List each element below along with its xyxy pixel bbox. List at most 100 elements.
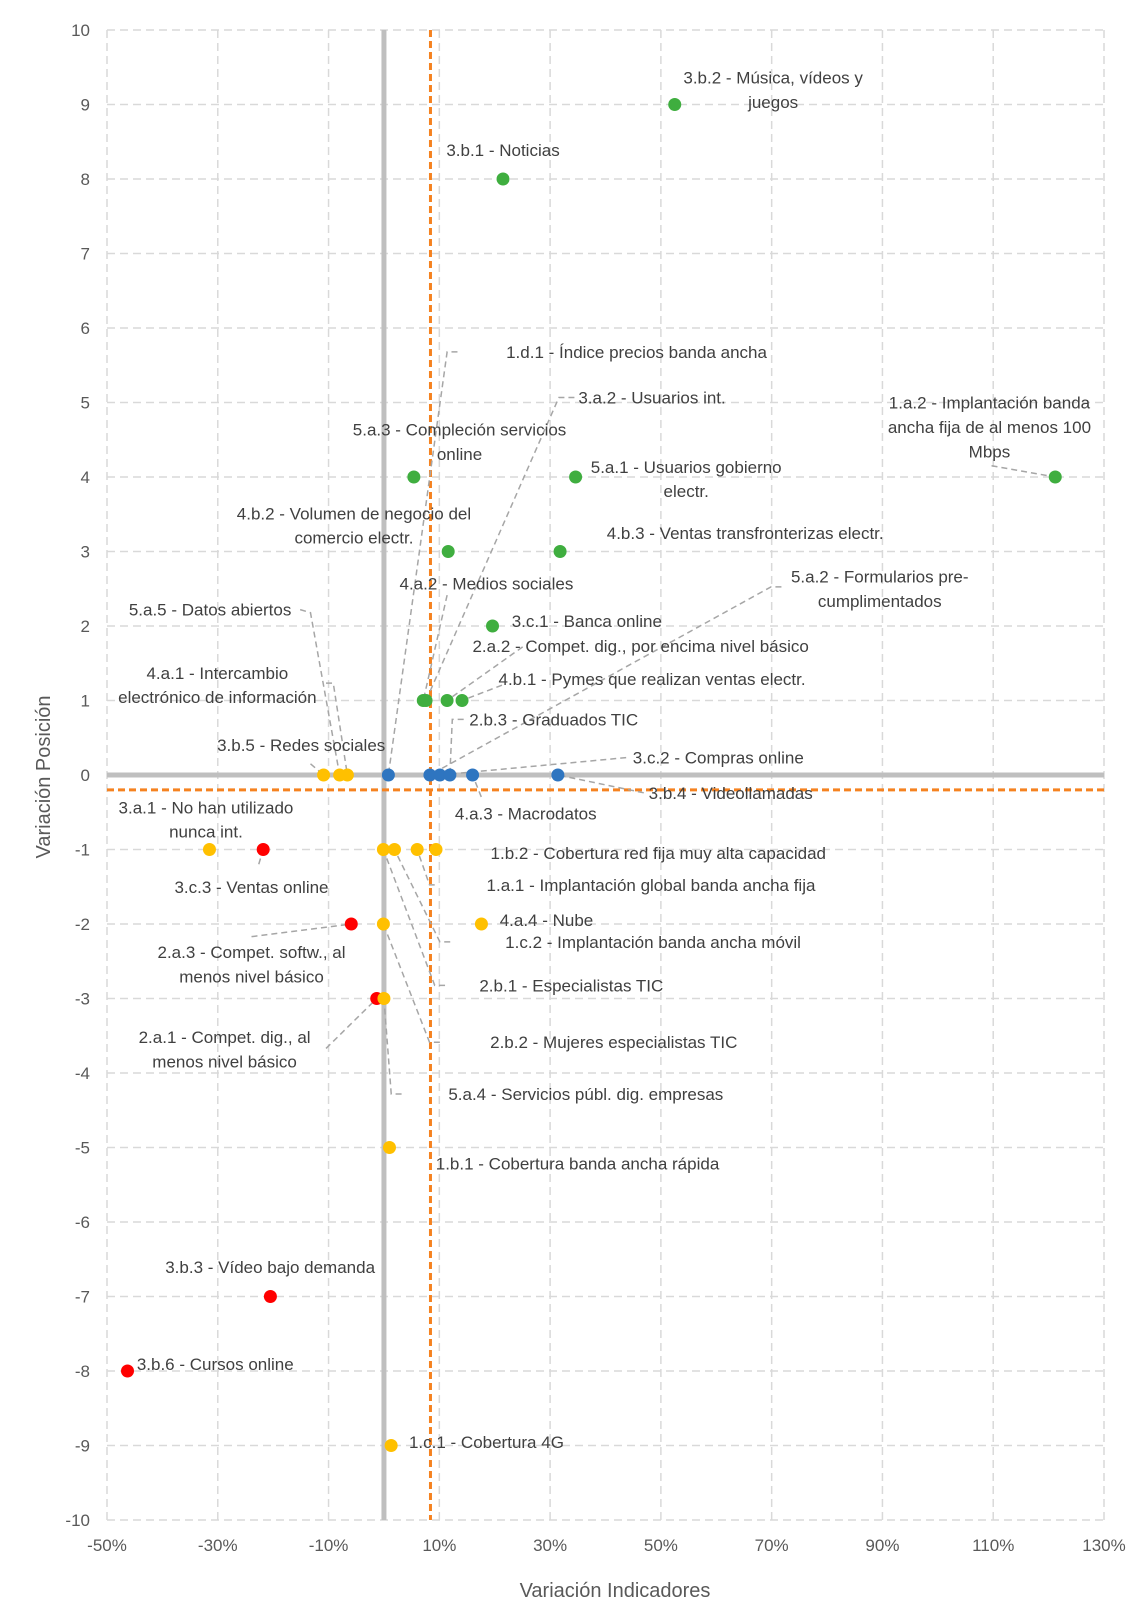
point-label: 2.a.3 - Compet. softw., al	[157, 943, 345, 962]
y-tick-label: 10	[71, 21, 90, 40]
point-label: 1.a.2 - Implantación banda	[889, 394, 1091, 413]
data-point-3.c.3	[256, 843, 270, 856]
leader-line	[299, 608, 341, 776]
point-label: 3.a.1 - No han utilizado	[119, 798, 294, 817]
point-label: 1.c.2 - Implantación banda ancha móvil	[505, 933, 801, 952]
data-point-5.a.1	[569, 470, 583, 484]
data-point-1.d.1	[381, 768, 395, 782]
point-label: 1.a.1 - Implantación global banda ancha …	[487, 876, 816, 895]
point-labels: 3.b.2 - Música, vídeos y juegos 3.b.1 - No…	[118, 69, 1091, 1452]
data-point-1.b.1	[382, 1141, 396, 1154]
leader-line	[461, 684, 503, 702]
y-tick-label: -9	[75, 1437, 90, 1456]
data-point-4.b.1	[455, 694, 469, 707]
leader-line	[557, 774, 644, 794]
leader-line	[393, 849, 451, 943]
point-label: 2.a.1 - Compet. dig., al	[139, 1028, 311, 1047]
data-point-3.c.1	[486, 619, 500, 633]
data-point-3.a.1	[202, 843, 216, 856]
point-label: 2.a.2 - Compet. dig., por encima nivel b…	[472, 637, 808, 656]
point-label: 3.b.5 - Redes sociales	[217, 736, 385, 755]
data-point-2.b.3	[443, 768, 457, 782]
point-label: 2.b.2 - Mujeres especialistas TIC	[490, 1033, 737, 1052]
leader-lines	[251, 351, 1056, 1095]
x-tick-label: 50%	[644, 1536, 678, 1555]
y-axis-title: Variación Posición	[33, 695, 55, 858]
y-tick-label: 8	[81, 170, 90, 189]
data-point-3.b.1	[496, 172, 510, 186]
data-point-1.b.2	[429, 843, 443, 856]
x-tick-label: 90%	[865, 1536, 899, 1555]
point-label: 5.a.5 - Datos abiertos	[129, 601, 292, 620]
point-label: 3.a.2 - Usuarios int.	[578, 388, 725, 407]
point-label: electrónico de información	[118, 688, 316, 707]
point-label: 3.c.1 - Banca online	[512, 612, 662, 631]
leader-line	[382, 849, 446, 987]
leader-line	[387, 351, 458, 776]
x-tick-label: -50%	[87, 1536, 127, 1555]
point-label: 5.a.2 - Formularios pre-	[791, 567, 969, 586]
data-point-1.c.1	[384, 1439, 398, 1452]
y-tick-label: -1	[75, 841, 90, 860]
point-label: nunca int.	[169, 823, 243, 842]
y-tick-label: 2	[81, 617, 90, 636]
point-label: 4.a.3 - Macrodatos	[455, 805, 597, 824]
y-tick-label: 0	[81, 766, 90, 785]
point-label: 4.a.4 - Nube	[500, 911, 594, 930]
point-label: ancha fija de al menos 100	[888, 418, 1091, 437]
data-point-3.b.4	[551, 768, 565, 782]
leader-line	[326, 682, 349, 776]
x-tick-label: 10%	[422, 1536, 456, 1555]
point-label: 5.a.1 - Usuarios gobierno	[591, 458, 782, 477]
point-label: 3.c.3 - Ventas online	[174, 878, 328, 897]
y-tick-label: 5	[81, 394, 90, 413]
point-label: 1.b.2 - Cobertura red fija muy alta capa…	[491, 844, 826, 863]
leader-line	[471, 774, 482, 798]
leader-line	[325, 997, 378, 1049]
data-point-4.b.3	[553, 545, 567, 558]
point-label: 3.b.2 - Música, vídeos y	[683, 69, 863, 88]
point-label: 3.b.3 - Vídeo bajo demanda	[165, 1258, 375, 1277]
data-point-4.a.1	[340, 768, 354, 782]
y-tick-label: 3	[81, 543, 90, 562]
data-point-4.b.2	[441, 545, 455, 558]
point-label: 1.c.1 - Cobertura 4G	[409, 1433, 564, 1452]
point-label: comercio electr.	[294, 529, 413, 548]
point-label: 2.b.1 - Especialistas TIC	[479, 976, 663, 995]
leader-line	[251, 923, 352, 938]
point-label: 4.b.1 - Pymes que realizan ventas electr…	[498, 670, 805, 689]
point-label: electr.	[664, 482, 709, 501]
y-tick-label: -8	[75, 1362, 90, 1381]
x-tick-label: -10%	[309, 1536, 349, 1555]
point-label: online	[437, 445, 482, 464]
x-tick-label: 110%	[972, 1536, 1014, 1555]
data-point-4.a.4	[474, 917, 488, 931]
y-tick-label: 9	[81, 96, 90, 115]
leader-line	[383, 998, 402, 1095]
y-tick-label: -3	[75, 990, 90, 1009]
point-label: 4.b.2 - Volumen de negocio del	[237, 504, 471, 523]
y-tick-label: -6	[75, 1213, 90, 1232]
y-tick-label: 7	[81, 245, 90, 264]
point-label: 4.a.2 - Medios sociales	[400, 575, 574, 594]
point-label: juegos	[747, 93, 798, 112]
point-label: 3.c.2 - Compras online	[633, 749, 804, 768]
y-tick-label: 6	[81, 319, 90, 338]
data-point-3.b.5	[317, 768, 331, 782]
data-point-5.a.3	[407, 470, 421, 484]
point-label: 2.b.3 - Graduados TIC	[469, 710, 638, 729]
data-point-3.b.2	[668, 98, 682, 111]
point-label: menos nivel básico	[179, 968, 324, 987]
y-tick-label: 1	[81, 692, 90, 711]
point-label: 5.a.4 - Servicios públ. dig. empresas	[448, 1085, 723, 1104]
leader-line	[422, 594, 448, 701]
y-tick-label: -2	[75, 915, 90, 934]
x-tick-label: 130%	[1082, 1536, 1125, 1555]
data-point-5.a.4	[377, 992, 391, 1005]
point-label: 3.b.6 - Cursos online	[137, 1355, 294, 1374]
point-label: 4.a.1 - Intercambio	[146, 664, 288, 683]
data-point-3.c.2	[433, 768, 447, 782]
y-tick-label: -5	[75, 1139, 90, 1158]
data-point-2.b.1	[376, 843, 390, 856]
